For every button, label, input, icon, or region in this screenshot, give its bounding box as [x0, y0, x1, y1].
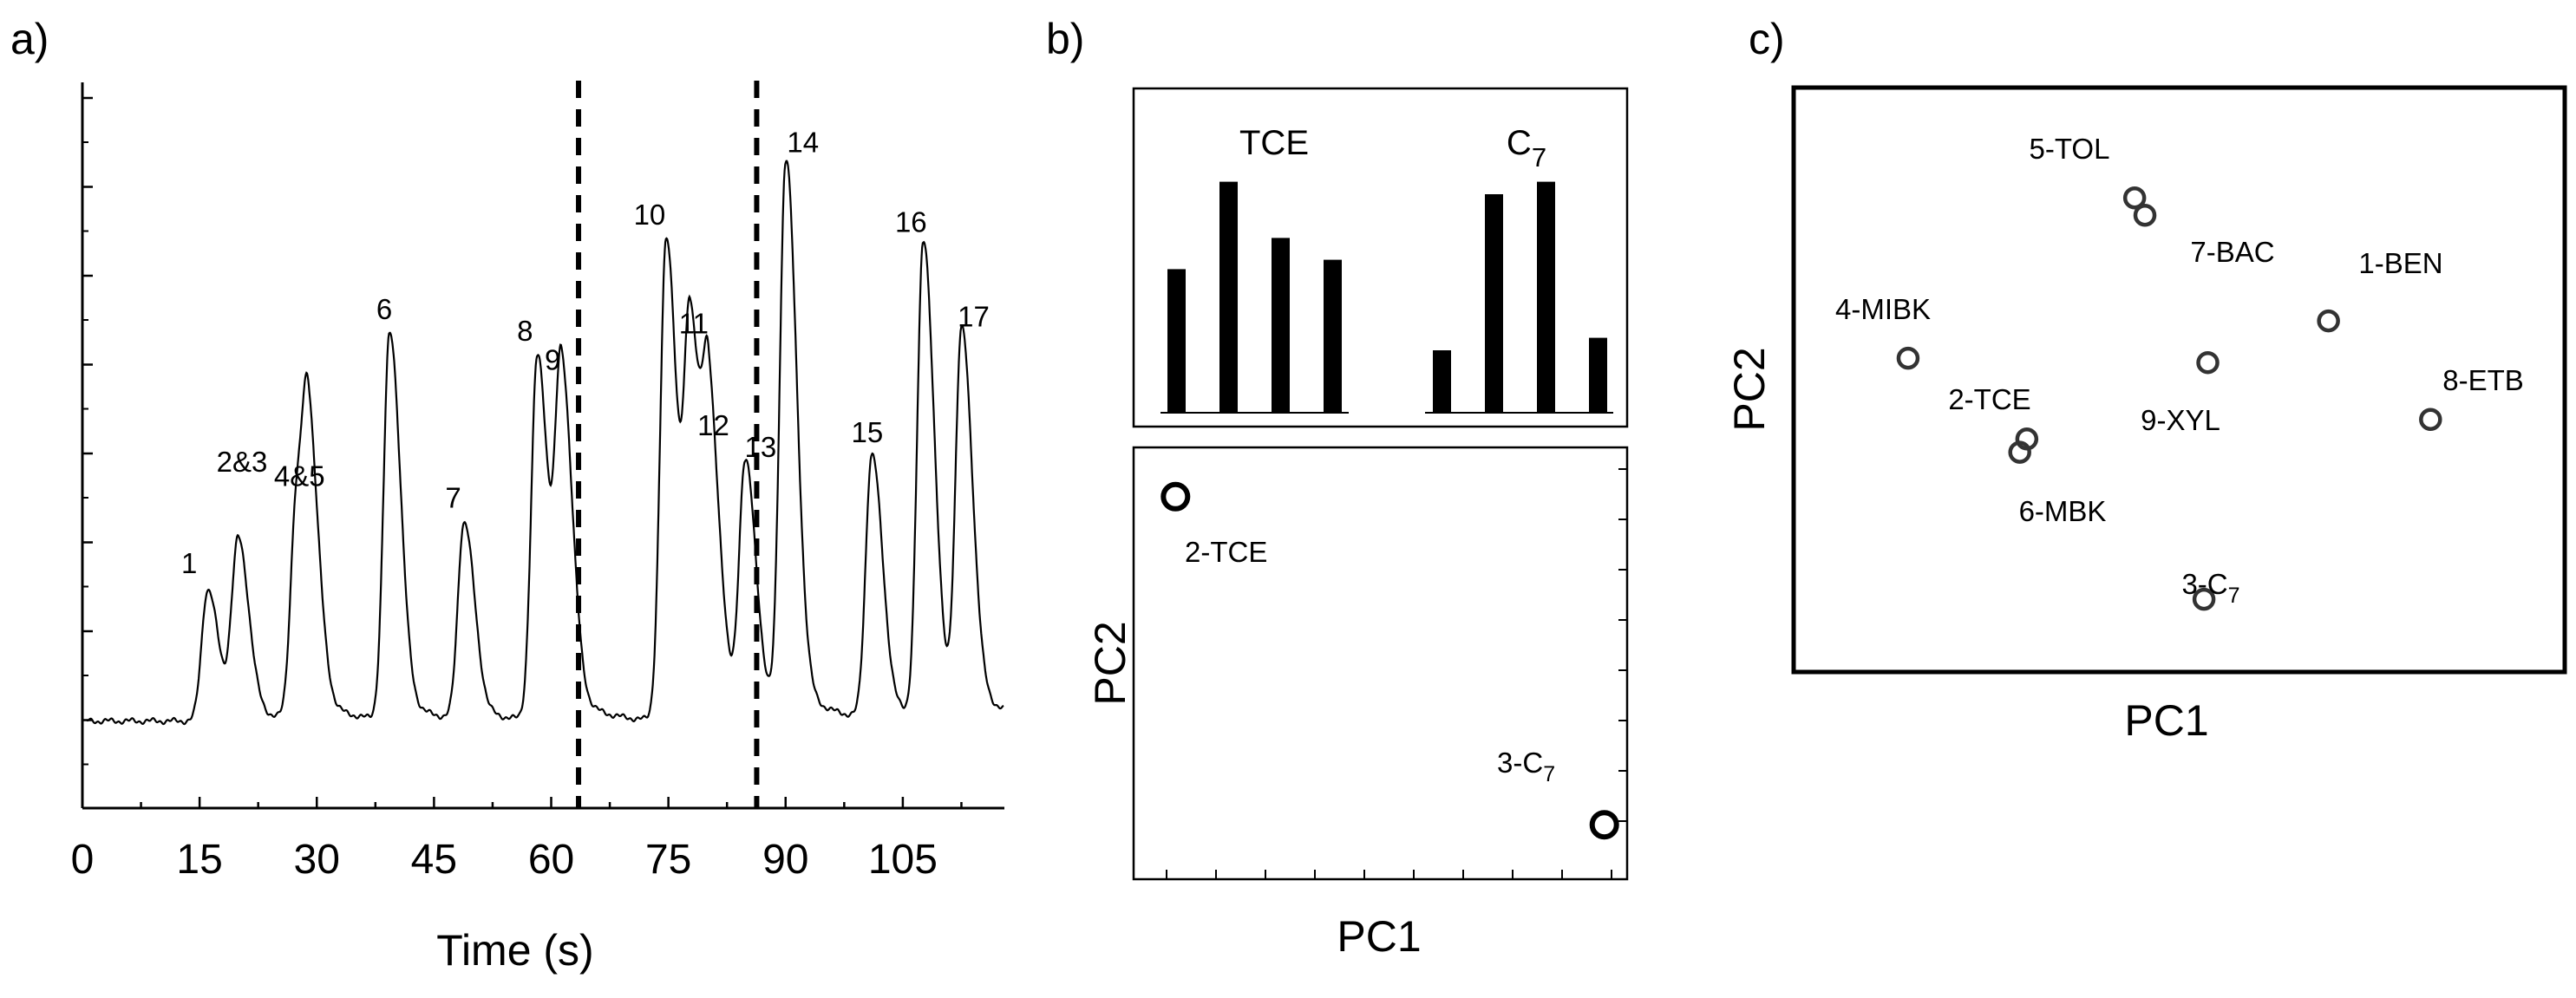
bar-group-c7-title-main: C	[1507, 124, 1532, 162]
scatter-large-label-7-bac: 7-BAC	[2190, 236, 2274, 268]
peak-label-8: 8	[517, 315, 533, 347]
x-tick-label-15: 15	[176, 837, 222, 883]
scatter-large-point-7-bac	[2133, 203, 2157, 227]
pca-scatter-small: 2-TCE 3-C7 PC1 PC2	[1086, 446, 1629, 961]
scatter-large-point-8-etb	[2419, 408, 2442, 431]
peak-label-10: 10	[634, 199, 666, 231]
bar-c7-1	[1433, 350, 1451, 413]
scatter-large-label-3-c7-main: 3-C	[2181, 568, 2227, 600]
chromatogram-x-ticks	[81, 797, 963, 808]
scatter-large-label-3-c7: 3-C7	[2181, 568, 2239, 608]
chromatogram-x-tick-labels: 0 15 30 45 60 75 90 105	[71, 837, 938, 883]
peak-label-17: 17	[958, 300, 990, 332]
scatter-large-x-title: PC1	[2124, 696, 2208, 745]
x-tick-label-30: 30	[294, 837, 340, 883]
x-tick-label-0: 0	[71, 837, 95, 883]
scatter-small-point-2-tce	[1161, 481, 1191, 512]
scatter-small-label-2-tce: 2-TCE	[1185, 536, 1267, 568]
scatter-large-point-4-mibk	[1896, 346, 1920, 370]
chromatogram-trace	[85, 160, 1004, 726]
x-tick-label-90: 90	[762, 837, 808, 883]
x-tick-label-105: 105	[868, 837, 938, 883]
scatter-small-points	[1161, 481, 1619, 840]
bar-group-tce-title: TCE	[1239, 124, 1309, 162]
chromatogram-dividers	[576, 81, 760, 808]
scatter-large-point-1-ben	[2317, 309, 2340, 333]
bar-tce-2	[1219, 181, 1238, 413]
scatter-large-points	[1896, 186, 2442, 611]
scatter-large-y-title: PC2	[1725, 347, 1774, 431]
scatter-small-frame	[1132, 446, 1629, 881]
peak-label-2-3: 2&3	[217, 446, 268, 478]
bar-group-c7-title-sub: 7	[1532, 142, 1546, 173]
bar-c7-2	[1485, 194, 1503, 413]
peak-label-14: 14	[787, 126, 819, 158]
bar-series	[1167, 181, 1607, 413]
bar-group-c7-title: C7	[1507, 124, 1546, 173]
peak-label-7: 7	[445, 482, 461, 514]
x-tick-label-45: 45	[411, 837, 457, 883]
scatter-large-frame	[1791, 85, 2567, 675]
bar-tce-1	[1167, 269, 1186, 413]
scatter-small-label-3-c7: 3-C7	[1497, 747, 1555, 786]
pca-scatter-large: 5-TOL 7-BAC 1-BEN 4-MIBK 8-ETB 2-TCE 9-X…	[1725, 85, 2567, 745]
peak-label-4-5: 4&5	[274, 460, 325, 492]
peak-label-16: 16	[895, 206, 927, 238]
scatter-large-label-4-mibk: 4-MIBK	[1835, 293, 1931, 325]
bar-tce-3	[1272, 238, 1290, 413]
scatter-large-label-3-c7-sub: 7	[2228, 584, 2240, 608]
bar-chart-frame	[1132, 87, 1629, 428]
peak-label-1: 1	[181, 547, 197, 579]
x-tick-label-60: 60	[528, 837, 574, 883]
scatter-small-ticks	[1166, 468, 1627, 879]
scatter-large-label-2-tce: 2-TCE	[1948, 383, 2030, 415]
chromatogram-y-ticks	[82, 96, 93, 766]
peak-label-6: 6	[376, 293, 392, 325]
peak-label-9: 9	[545, 344, 560, 376]
chromatogram-x-axis-title: Time (s)	[436, 926, 593, 975]
peak-label-11: 11	[679, 308, 709, 340]
scatter-large-label-6-mbk: 5-TOL	[2030, 133, 2110, 165]
bar-tce-4	[1324, 259, 1342, 413]
bar-c7-4	[1589, 337, 1607, 413]
scatter-large-point-6-mbk	[2122, 186, 2147, 210]
scatter-small-y-title: PC2	[1086, 621, 1134, 705]
chromatogram-peak-labels: 1 4&5 6 7 89 10 11 12 13 14 15 16 17 2&3	[181, 126, 990, 578]
peak-label-13: 13	[745, 431, 777, 463]
scatter-large-label-5-tol: 6-MBK	[2019, 495, 2107, 527]
scatter-large-label-1-ben: 1-BEN	[2358, 247, 2442, 279]
scatter-small-label-3-c7-sub: 7	[1543, 762, 1555, 786]
scatter-small-point-3-c7	[1589, 810, 1619, 840]
scatter-large-label-8-etb: 8-ETB	[2442, 364, 2524, 396]
panel-c-label: c)	[1749, 15, 1785, 63]
scatter-small-x-title: PC1	[1337, 912, 1421, 961]
chromatogram-chart: 0 15 30 45 60 75 90 105 14&56789101112131415161…	[71, 81, 1004, 975]
scatter-large-label-9-xyl: 9-XYL	[2141, 404, 2220, 436]
feature-bar-chart: TCE C7	[1132, 87, 1629, 428]
scatter-large-labels: 5-TOL 7-BAC 1-BEN 4-MIBK 8-ETB 2-TCE 9-X…	[1835, 133, 2524, 608]
panel-b-label: b)	[1046, 15, 1084, 63]
scatter-large-point-5-tol	[2008, 440, 2031, 464]
peak-label-12: 12	[697, 409, 729, 441]
bar-c7-3	[1537, 181, 1555, 413]
scatter-large-point-3-c7	[2192, 587, 2216, 611]
x-tick-label-75: 75	[645, 837, 691, 883]
scatter-small-label-3-c7-main: 3-C	[1497, 747, 1543, 779]
panel-a-label: a)	[10, 15, 49, 63]
peak-label-15: 15	[851, 416, 883, 448]
scatter-large-point-9-xyl	[2196, 350, 2220, 375]
